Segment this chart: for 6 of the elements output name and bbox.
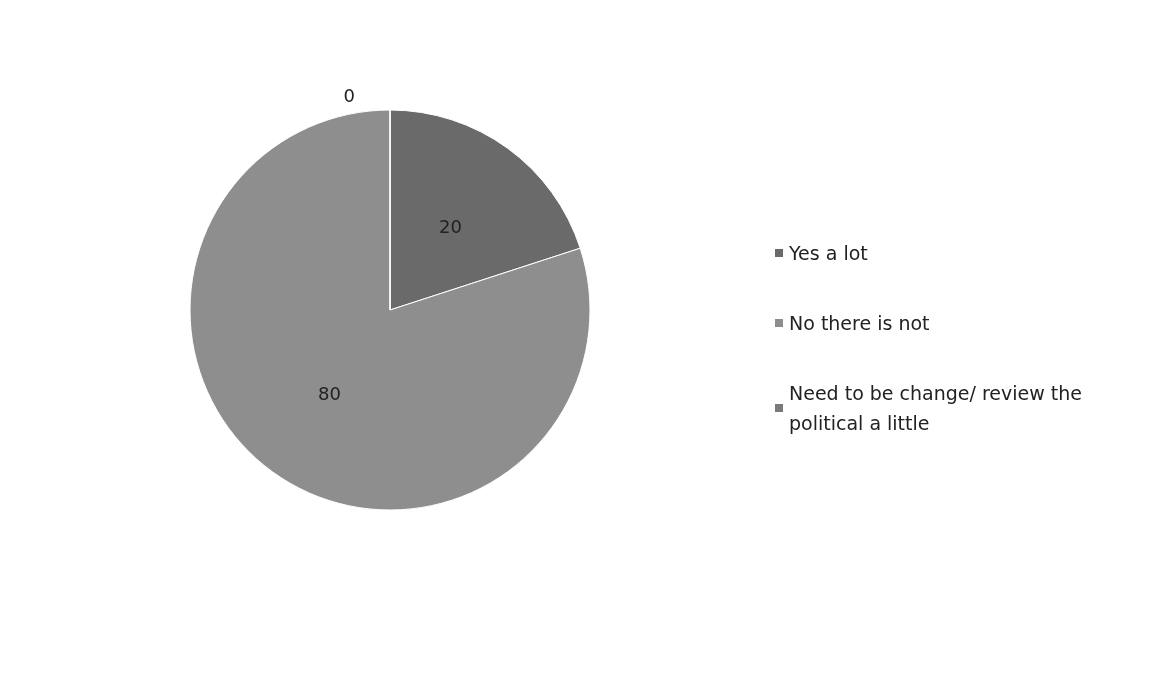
legend-label: Need to be change/ review the political a little [789,382,1089,434]
data-label: 20 [439,216,462,238]
text: 0 [343,84,355,106]
legend-label: No there is not [789,312,930,334]
legend-label: Yes a lot [788,242,868,264]
data-label: 80 [318,382,341,404]
